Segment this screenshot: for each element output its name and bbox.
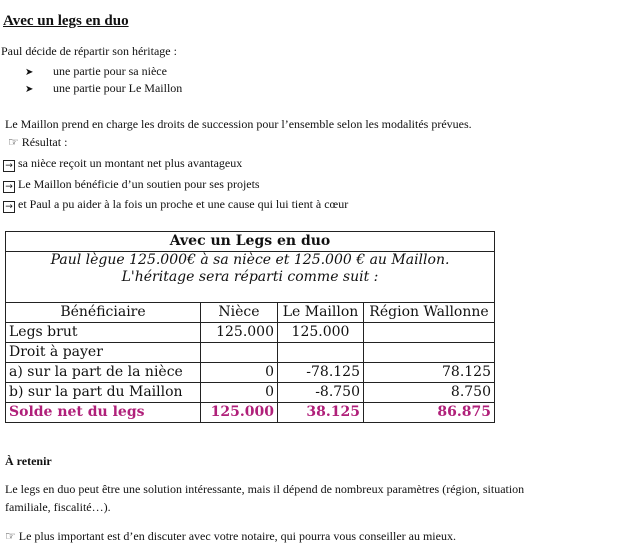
boxed-right-arrow-icon: → xyxy=(3,181,15,193)
table-cell: Droit à payer xyxy=(5,342,201,363)
retenir-heading: À retenir xyxy=(5,454,52,468)
result-label-text: Résultat : xyxy=(21,135,68,149)
legs-table: Avec un Legs en duo Paul lègue 125.000€ … xyxy=(5,231,495,423)
table-intro-line: L'héritage sera réparti comme suit : xyxy=(121,269,379,285)
table-caption: Avec un Legs en duo xyxy=(5,231,495,252)
list-item-label: une partie pour sa nièce xyxy=(53,64,167,78)
column-header: Nièce xyxy=(200,302,278,323)
column-header: Le Maillon xyxy=(277,302,364,323)
retenir-paragraph-line: Le legs en duo peut être une solution in… xyxy=(5,482,525,496)
table-header-row: Bénéficiaire Nièce Le Maillon Région Wal… xyxy=(5,302,495,323)
column-header: Région Wallonne xyxy=(363,302,495,323)
table-total-row: Solde net du legs 125.000 38.125 86.875 xyxy=(5,402,495,423)
page-title: Avec un legs en duo xyxy=(3,13,129,29)
table-cell: a) sur la part de la nièce xyxy=(5,362,201,383)
table-cell: Legs brut xyxy=(5,322,201,343)
list-item: ➤ une partie pour Le Maillon xyxy=(25,81,182,97)
table-cell: 125.000 xyxy=(200,402,278,423)
result-item: → sa nièce reçoit un montant net plus ava… xyxy=(3,156,242,172)
advice-text: ☞ Le plus important est d’en discuter ave… xyxy=(5,529,456,543)
boxed-right-arrow-icon: → xyxy=(3,201,15,213)
table-cell xyxy=(277,342,364,363)
table-row: b) sur la part du Maillon 0 -8.750 8.750 xyxy=(5,382,495,403)
intro-text: Paul décide de répartir son héritage : xyxy=(1,44,177,58)
list-item-label: une partie pour Le Maillon xyxy=(53,81,183,95)
table-row: a) sur la part de la nièce 0 -78.125 78.… xyxy=(5,362,495,383)
table-cell xyxy=(363,342,495,363)
pointing-hand-icon: ☞ xyxy=(5,529,16,543)
boxed-right-arrow-icon: → xyxy=(3,160,15,172)
result-item-label: Le Maillon bénéficie d’un soutien pour s… xyxy=(18,177,260,191)
result-item: → Le Maillon bénéficie d’un soutien pour … xyxy=(3,177,260,193)
advice-label: Le plus important est d’en discuter avec… xyxy=(18,529,456,543)
table-row: Legs brut 125.000 125.000 xyxy=(5,322,495,343)
table-intro-line: Paul lègue 125.000€ à sa nièce et 125.00… xyxy=(50,252,450,268)
result-label: ☞ Résultat : xyxy=(8,135,67,149)
table-cell: 8.750 xyxy=(363,382,495,403)
result-item-label: sa nièce reçoit un montant net plus avan… xyxy=(18,156,243,170)
table-cell: 125.000 xyxy=(277,322,364,343)
list-item: ➤ une partie pour sa nièce xyxy=(25,64,167,80)
table-intro: Paul lègue 125.000€ à sa nièce et 125.00… xyxy=(5,251,495,303)
pointing-hand-icon: ☞ xyxy=(8,135,19,149)
arrowhead-bullet-icon: ➤ xyxy=(25,67,34,78)
table-cell: -8.750 xyxy=(277,382,364,403)
table-cell xyxy=(363,322,495,343)
table-cell: Solde net du legs xyxy=(5,402,201,423)
table-cell xyxy=(200,342,278,363)
result-item-label: et Paul a pu aider à la fois un proche e… xyxy=(18,197,349,211)
table-cell: 78.125 xyxy=(363,362,495,383)
table-cell: b) sur la part du Maillon xyxy=(5,382,201,403)
retenir-paragraph-line: familiale, fiscalité…). xyxy=(5,500,111,514)
table-row: Droit à payer xyxy=(5,342,495,363)
table-cell: 0 xyxy=(200,382,278,403)
table-cell: 0 xyxy=(200,362,278,383)
statement-text: Le Maillon prend en charge les droits de… xyxy=(5,117,472,131)
table-cell: 38.125 xyxy=(277,402,364,423)
table-cell: 86.875 xyxy=(363,402,495,423)
arrowhead-bullet-icon: ➤ xyxy=(25,84,34,95)
table-cell: -78.125 xyxy=(277,362,364,383)
column-header: Bénéficiaire xyxy=(5,302,201,323)
table-cell: 125.000 xyxy=(200,322,278,343)
result-item: → et Paul a pu aider à la fois un proche … xyxy=(3,197,348,213)
